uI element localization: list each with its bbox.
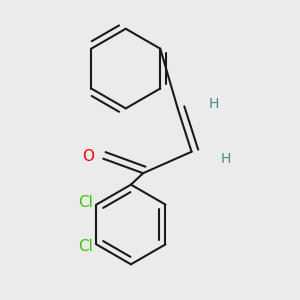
Text: Cl: Cl xyxy=(78,195,93,210)
Text: O: O xyxy=(82,149,94,164)
Text: Cl: Cl xyxy=(78,238,93,253)
Text: H: H xyxy=(209,97,219,111)
Text: H: H xyxy=(221,152,231,166)
